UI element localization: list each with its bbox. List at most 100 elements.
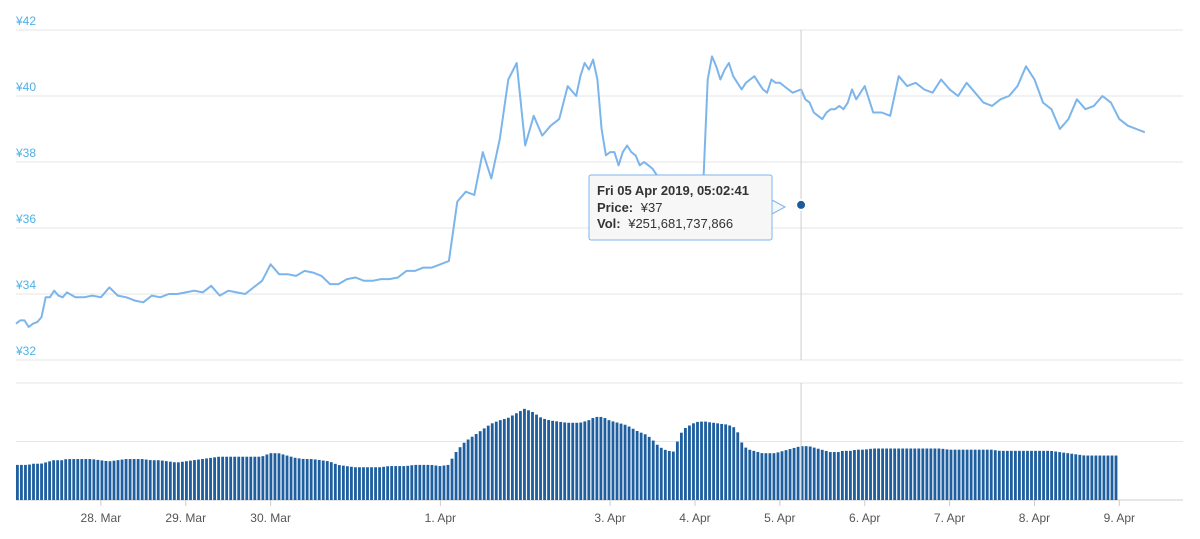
y-tick-label: ¥32	[15, 344, 36, 358]
volume-bar	[1110, 455, 1114, 500]
volume-bar	[24, 464, 27, 500]
volume-bar	[993, 450, 997, 500]
volume-bar	[981, 449, 985, 500]
volume-bar	[720, 423, 724, 500]
volume-bar	[16, 464, 19, 500]
volume-bar	[28, 464, 31, 500]
x-tick-label: 1. Apr	[425, 511, 456, 525]
volume-bar	[414, 464, 418, 500]
volume-bar	[1038, 450, 1041, 500]
volume-bar	[205, 458, 208, 500]
volume-bar	[197, 459, 200, 500]
volume-bar	[434, 465, 438, 500]
x-tick-label: 4. Apr	[679, 511, 710, 525]
volume-bar	[430, 464, 434, 500]
volume-bar	[438, 466, 442, 500]
volume-bar	[760, 453, 764, 500]
x-tick-label: 9. Apr	[1104, 511, 1135, 525]
volume-bar	[724, 424, 728, 500]
volume-bar	[281, 454, 285, 500]
volume-bar	[555, 421, 559, 500]
volume-bar	[675, 441, 679, 500]
volume-bar	[80, 459, 84, 500]
volume-bar	[1054, 451, 1058, 500]
volume-bar	[659, 447, 663, 500]
x-tick-label: 28. Mar	[81, 511, 122, 525]
volume-bar	[386, 466, 390, 500]
volume-bar	[571, 422, 575, 500]
volume-bar	[704, 421, 707, 500]
volume-bar	[792, 447, 796, 500]
volume-bar	[611, 421, 615, 500]
volume-bar	[1094, 455, 1098, 500]
volume-bar	[40, 463, 43, 500]
volume-bar	[225, 456, 229, 500]
volume-bar	[836, 452, 840, 500]
volume-bar	[333, 463, 337, 500]
volume-bar	[68, 459, 72, 500]
volume-bar	[933, 448, 937, 500]
volume-bar	[535, 414, 538, 500]
x-tick-label: 5. Apr	[764, 511, 795, 525]
volume-bar	[877, 448, 880, 500]
volume-bar	[201, 458, 204, 500]
volume-bar	[289, 456, 293, 500]
volume-bar	[136, 459, 140, 500]
tooltip-date: Fri 05 Apr 2019, 05:02:41	[597, 183, 749, 198]
volume-bar	[1001, 450, 1005, 500]
volume-bar	[1078, 454, 1082, 500]
volume-bar	[261, 456, 265, 500]
volume-bar	[627, 426, 631, 500]
volume-bar	[800, 446, 804, 500]
volume-bar	[728, 425, 732, 500]
volume-bar	[655, 444, 659, 500]
volume-bar	[913, 448, 917, 500]
volume-bar	[849, 450, 852, 500]
volume-bar	[72, 459, 76, 500]
volume-bar	[486, 425, 490, 500]
volume-bar	[1074, 454, 1078, 500]
hover-point-marker[interactable]	[795, 198, 808, 211]
volume-bar	[185, 461, 188, 500]
volume-bar	[172, 462, 176, 500]
volume-bar	[1026, 450, 1029, 500]
volume-bar	[1082, 455, 1086, 500]
volume-bar	[454, 452, 458, 500]
volume-bar	[527, 410, 530, 500]
volume-bar	[543, 418, 546, 500]
volume-bar	[780, 451, 784, 500]
volume-bar	[708, 422, 711, 500]
volume-bar	[394, 466, 398, 500]
volume-bar	[647, 436, 651, 500]
volume-bar	[917, 448, 921, 500]
tooltip-price-row: Price: ¥37	[597, 200, 662, 215]
volume-bar	[692, 423, 695, 500]
volume-bar	[941, 448, 945, 500]
tooltip-price-value: ¥37	[640, 200, 663, 215]
volume-bar	[245, 456, 249, 500]
volume-bar	[446, 464, 450, 500]
volume-bar	[458, 447, 462, 500]
volume-bar	[732, 427, 736, 500]
volume-bar	[591, 418, 595, 500]
volume-bar	[442, 465, 446, 500]
volume-bar	[1022, 450, 1025, 500]
volume-bar	[498, 420, 502, 500]
x-tick-label: 30. Mar	[250, 511, 291, 525]
volume-bar	[321, 460, 325, 500]
volume-bar	[889, 448, 893, 500]
volume-bar	[84, 459, 88, 500]
volume-bar	[840, 451, 844, 500]
y-tick-label: ¥38	[15, 146, 36, 160]
volume-bar	[217, 456, 221, 500]
volume-bar	[873, 448, 876, 500]
volume-bar	[337, 465, 341, 500]
volume-bar	[229, 456, 233, 500]
volume-bar	[189, 460, 192, 500]
volume-bar	[957, 449, 961, 500]
volume-bar	[164, 461, 168, 500]
volume-bar	[56, 460, 60, 500]
volume-bar	[925, 448, 929, 500]
volume-bar	[997, 450, 1001, 500]
